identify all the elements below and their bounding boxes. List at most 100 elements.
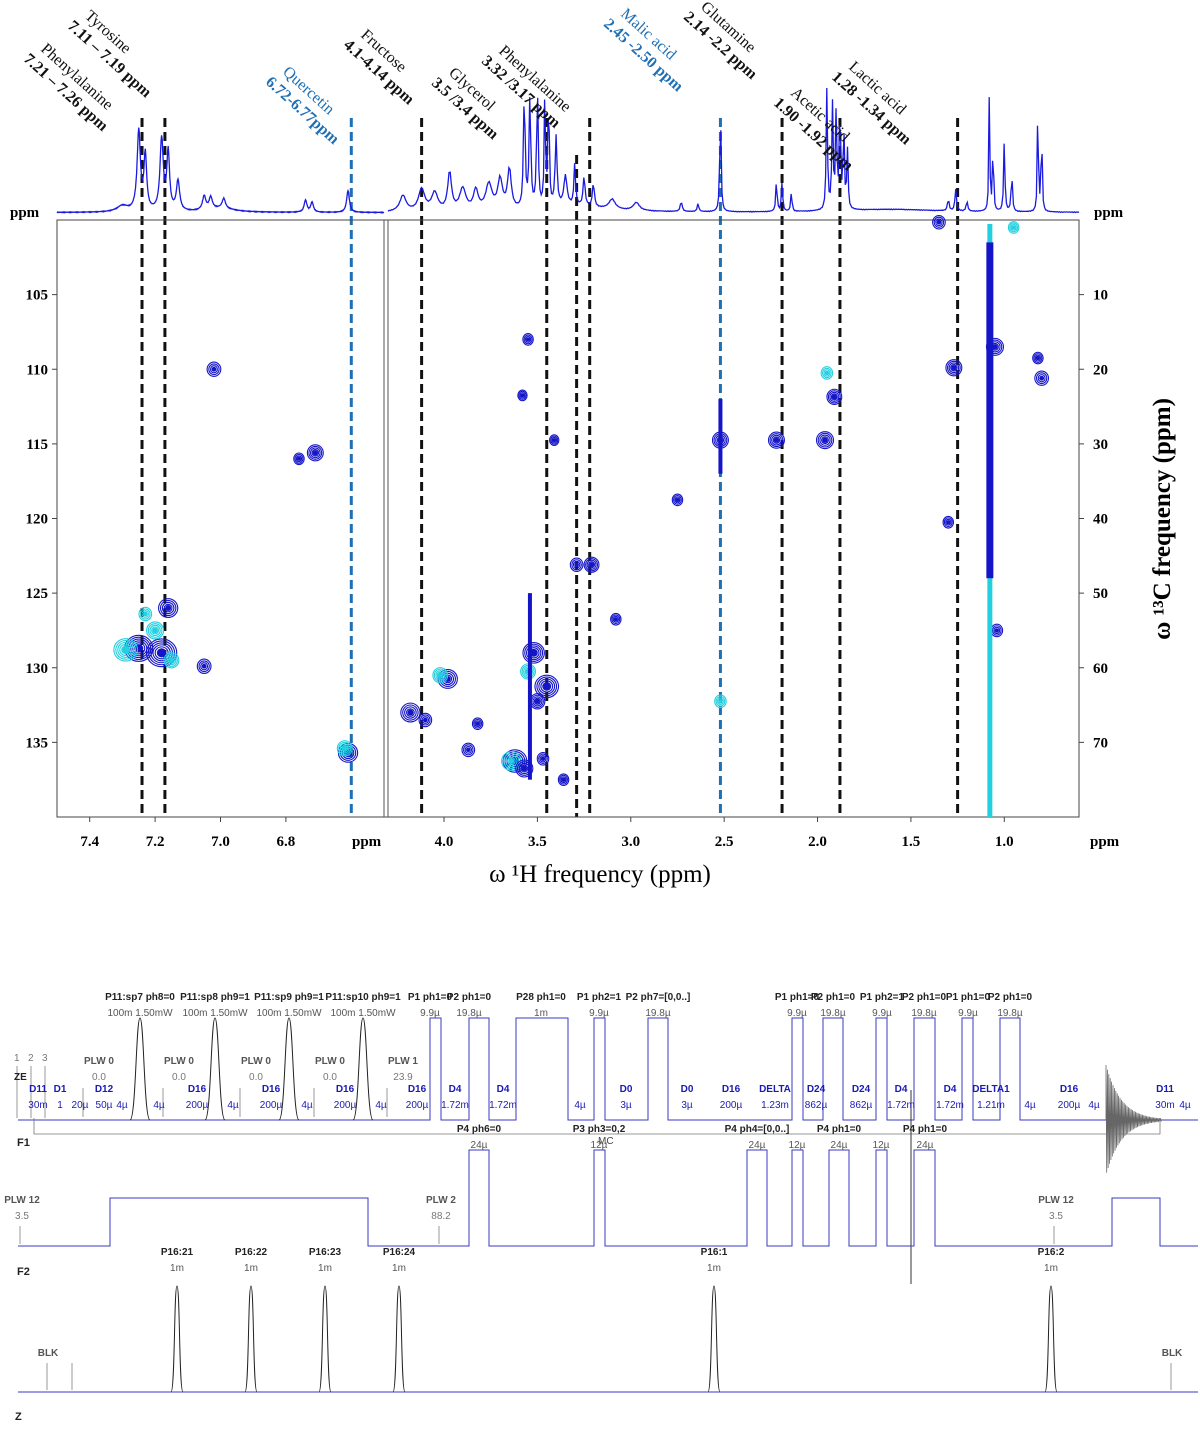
delay-value: 200µ [720, 1100, 743, 1111]
cross-peaks [113, 214, 1050, 787]
ppm-label-top-left: ppm [10, 205, 40, 221]
delay-title: DELTA1 [972, 1084, 1010, 1095]
pulse-value: 100m 1.50mW [330, 1008, 396, 1019]
cross-peak [610, 612, 622, 626]
shaped-pulse [278, 1017, 300, 1121]
cross-peak [145, 638, 178, 668]
projection-spectrum-right [387, 87, 1080, 214]
channel-label-f2: F2 [17, 1266, 30, 1278]
f2-power-title: PLW 12 [1038, 1195, 1074, 1206]
axis-ticks: 7.4 7.2 7.0 6.8 4.0 3.5 3.0 2.5 2.0 1.5 1.0 105 110 1… [26, 288, 1109, 850]
y-axis-title: ω ¹³C frequency (ppm) [1149, 398, 1176, 640]
glycerol-streak [527, 593, 532, 780]
small-delay: 20µ [72, 1100, 89, 1111]
y-tick-label-left: 125 [26, 586, 49, 602]
pulse-title: P11:sp7 ph8=0 [105, 992, 175, 1003]
x-tick-label: 7.0 [211, 834, 230, 850]
cross-peak [146, 621, 165, 640]
gradient-pulse [392, 1285, 406, 1393]
pulse-title: P1 ph1=0 [408, 992, 453, 1003]
y-tick-label-right: 50 [1093, 586, 1108, 602]
hsqc-spectrum-chart: 7.4 7.2 7.0 6.8 4.0 3.5 3.0 2.5 2.0 1.5 1.0 105 110 1… [10, 0, 1176, 888]
f2-pulse-value: 12µ [591, 1140, 608, 1151]
cross-peak [471, 717, 484, 731]
pulse-value: 9.9µ [872, 1008, 892, 1019]
small-delay: 4µ [375, 1100, 387, 1111]
gradient-pulse [318, 1285, 332, 1393]
gradient-title: P16:23 [309, 1247, 342, 1258]
y-tick-label-right: 70 [1093, 735, 1108, 751]
cross-peak [437, 668, 458, 689]
cross-peak [306, 444, 324, 462]
x-tick-label: 7.4 [80, 834, 99, 850]
gradient-title: P16:21 [161, 1247, 194, 1258]
pulse-value: 1m [534, 1008, 548, 1019]
pulse-value: 100m 1.50mW [256, 1008, 322, 1019]
f2-power-value: 88.2 [431, 1211, 451, 1222]
cross-peak [196, 658, 212, 674]
delay-title: D0 [681, 1084, 694, 1095]
f2-pulse-title: P4 ph1=0 [817, 1124, 862, 1135]
gradient-title: P16:22 [235, 1247, 268, 1258]
cross-peak [714, 694, 727, 709]
delay-value: 200µ [1058, 1100, 1081, 1111]
delay-title: D24 [852, 1084, 871, 1095]
shaped-pulse [204, 1017, 226, 1121]
delay-title: D4 [449, 1084, 462, 1095]
projection-spectrum-left [56, 127, 385, 214]
power-value: 0.0 [172, 1072, 186, 1083]
ppm-label-top-right: ppm [1094, 205, 1124, 221]
pulse-title: P2 ph7=[0,0..] [626, 992, 691, 1003]
gradient-pulse [1044, 1285, 1058, 1393]
cross-peak [206, 361, 222, 377]
delay-value: 200µ [334, 1100, 357, 1111]
f2-power-title: PLW 12 [4, 1195, 40, 1206]
f1-channel-line [18, 1017, 1198, 1121]
cross-peak [529, 693, 546, 710]
pulse-value: 19.8µ [997, 1008, 1022, 1019]
delay-title: D16 [408, 1084, 427, 1095]
cross-peak [522, 641, 545, 664]
plot-frame [56, 219, 1080, 818]
step-marker: 3 [42, 1053, 48, 1064]
pulse-title: P1 ph1=0 [946, 992, 991, 1003]
mc-loop-line [33, 1118, 1161, 1135]
pulse-title: P11:sp8 ph9=1 [180, 992, 250, 1003]
cross-peak [336, 740, 353, 757]
delay-title: D1 [54, 1084, 67, 1095]
pulse-title: P2 ph1=0 [902, 992, 947, 1003]
small-delay: 4µ [574, 1100, 586, 1111]
y-tick-label-right: 60 [1093, 661, 1108, 677]
delay-value: 30m [28, 1100, 47, 1111]
cross-peak [1007, 221, 1020, 234]
delay-value: 1.72m [441, 1100, 469, 1111]
cross-peak [400, 702, 421, 723]
pulse-value: 19.8µ [456, 1008, 481, 1019]
delay-value: 1.72m [489, 1100, 517, 1111]
gradient-title: P16:1 [701, 1247, 728, 1258]
ppm-label-x-left: ppm [352, 834, 382, 850]
cross-peak [138, 606, 153, 622]
pulse-value: 9.9µ [787, 1008, 807, 1019]
blk-label: BLK [38, 1348, 59, 1359]
shaped-pulse [129, 1017, 151, 1121]
f2-small: 12µ [873, 1140, 890, 1151]
x-tick-label: 2.0 [808, 834, 827, 850]
gradient-value: 1m [1044, 1263, 1058, 1274]
pulse-title: P28 ph1=0 [516, 992, 566, 1003]
f2-pulse-title: P4 ph4=[0,0..] [725, 1124, 790, 1135]
ze-label: ZE [14, 1072, 27, 1083]
cross-peak [826, 388, 843, 406]
shaped-pulse [352, 1017, 374, 1121]
delay-value: 1.72m [887, 1100, 915, 1111]
pulse-value: 19.8µ [645, 1008, 670, 1019]
x-tick-label: 3.5 [528, 834, 547, 850]
delay-title: D24 [807, 1084, 826, 1095]
delay-title: D11 [29, 1084, 47, 1095]
f2-pulse-title: P3 ph3=0,2 [573, 1124, 626, 1135]
cross-peak [583, 556, 600, 573]
cross-peak [522, 333, 534, 346]
power-title: PLW 0 [241, 1056, 271, 1067]
